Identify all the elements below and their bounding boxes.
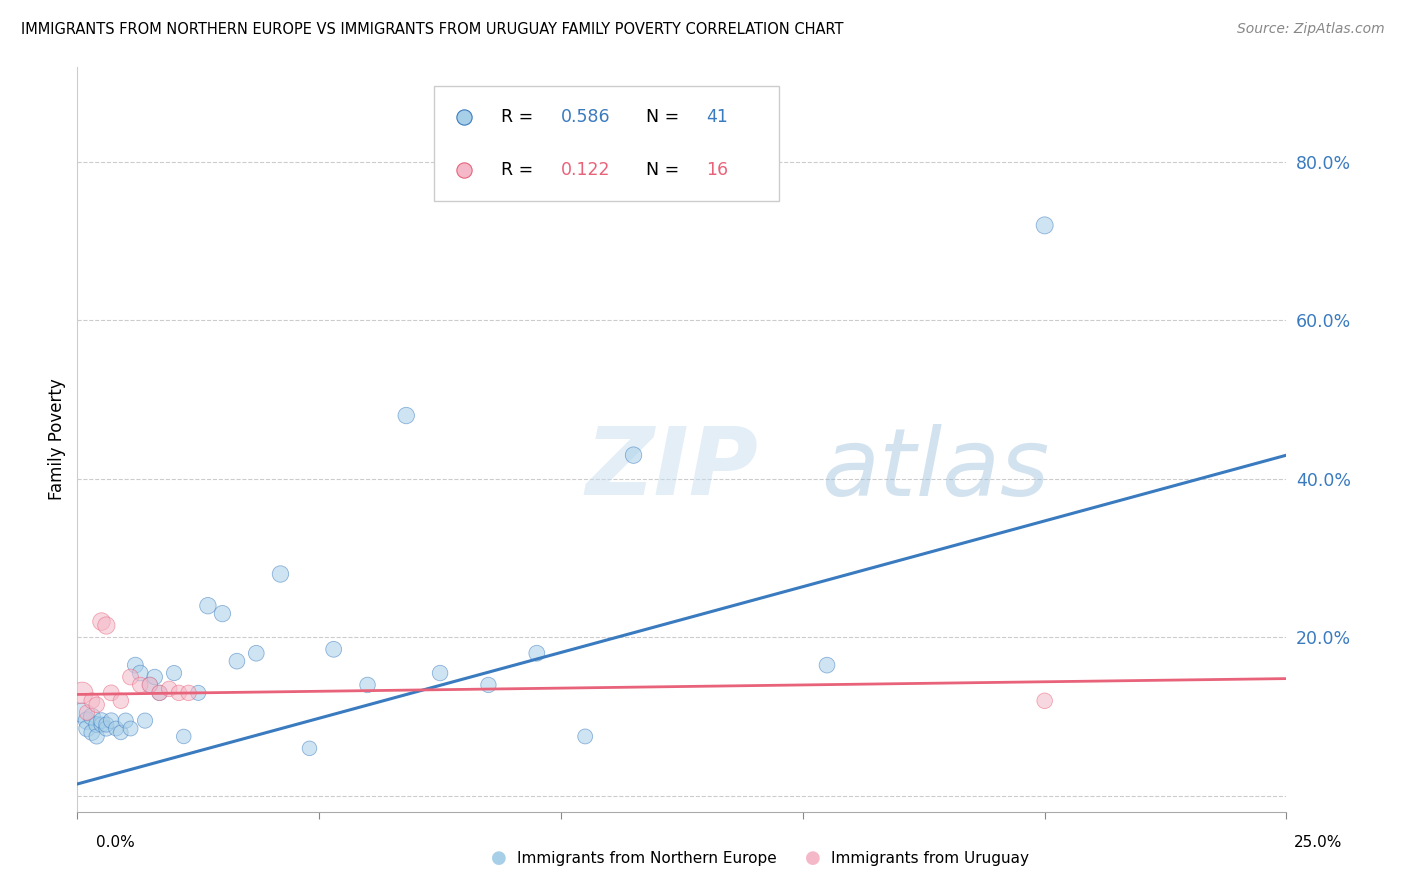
Point bbox=[80, 709, 103, 723]
Point bbox=[80, 694, 103, 708]
Point bbox=[76, 706, 98, 720]
Point bbox=[76, 722, 98, 736]
Point bbox=[96, 722, 118, 736]
FancyBboxPatch shape bbox=[434, 86, 779, 201]
Point bbox=[120, 670, 142, 684]
Point bbox=[187, 686, 209, 700]
Point bbox=[110, 694, 132, 708]
Point bbox=[269, 567, 291, 582]
Text: 41: 41 bbox=[706, 108, 728, 126]
Point bbox=[90, 615, 112, 629]
Point bbox=[80, 725, 103, 739]
Point bbox=[129, 666, 152, 681]
Point bbox=[395, 409, 418, 423]
Point bbox=[100, 686, 122, 700]
Point bbox=[105, 722, 128, 736]
Text: atlas: atlas bbox=[821, 424, 1049, 515]
Point bbox=[134, 714, 156, 728]
Text: N =: N = bbox=[645, 161, 679, 178]
Text: Immigrants from Uruguay: Immigrants from Uruguay bbox=[831, 851, 1029, 865]
Point bbox=[129, 678, 152, 692]
Point bbox=[322, 642, 344, 657]
Point bbox=[197, 599, 219, 613]
Text: 16: 16 bbox=[706, 161, 728, 178]
Point bbox=[96, 717, 118, 731]
Text: 0.122: 0.122 bbox=[561, 161, 610, 178]
Text: IMMIGRANTS FROM NORTHERN EUROPE VS IMMIGRANTS FROM URUGUAY FAMILY POVERTY CORREL: IMMIGRANTS FROM NORTHERN EUROPE VS IMMIG… bbox=[21, 22, 844, 37]
Point bbox=[177, 686, 200, 700]
Point bbox=[124, 658, 146, 673]
Point bbox=[86, 698, 108, 712]
Text: ●: ● bbox=[491, 849, 508, 867]
Point bbox=[139, 678, 162, 692]
Text: Immigrants from Northern Europe: Immigrants from Northern Europe bbox=[517, 851, 778, 865]
Point bbox=[114, 714, 136, 728]
Point bbox=[157, 681, 180, 696]
Text: R =: R = bbox=[501, 108, 533, 126]
Point bbox=[1033, 219, 1056, 233]
Text: ZIP: ZIP bbox=[585, 423, 758, 515]
Y-axis label: Family Poverty: Family Poverty bbox=[48, 378, 66, 500]
Point bbox=[143, 670, 166, 684]
Point bbox=[526, 646, 548, 660]
Point bbox=[148, 686, 170, 700]
Point bbox=[100, 714, 122, 728]
Point bbox=[120, 722, 142, 736]
Point bbox=[623, 448, 645, 462]
Point bbox=[211, 607, 233, 621]
Point bbox=[1033, 694, 1056, 708]
Point bbox=[96, 618, 118, 632]
Point bbox=[86, 730, 108, 744]
Text: 0.0%: 0.0% bbox=[96, 836, 135, 850]
Point bbox=[110, 725, 132, 739]
Text: 25.0%: 25.0% bbox=[1295, 836, 1343, 850]
Point bbox=[477, 678, 499, 692]
Point bbox=[148, 686, 170, 700]
Point bbox=[70, 706, 93, 720]
Point bbox=[815, 658, 838, 673]
Text: R =: R = bbox=[501, 161, 533, 178]
Point bbox=[226, 654, 249, 668]
Point bbox=[163, 666, 186, 681]
Point bbox=[70, 686, 93, 700]
Text: Source: ZipAtlas.com: Source: ZipAtlas.com bbox=[1237, 22, 1385, 37]
Point bbox=[76, 714, 98, 728]
Point bbox=[173, 730, 195, 744]
Text: 0.586: 0.586 bbox=[561, 108, 610, 126]
Point bbox=[574, 730, 596, 744]
Point bbox=[167, 686, 190, 700]
Point bbox=[298, 741, 321, 756]
Point bbox=[139, 678, 162, 692]
Point bbox=[356, 678, 378, 692]
Point bbox=[90, 717, 112, 731]
Point bbox=[90, 714, 112, 728]
Point bbox=[86, 717, 108, 731]
Text: N =: N = bbox=[645, 108, 679, 126]
Text: ●: ● bbox=[804, 849, 821, 867]
Point bbox=[245, 646, 267, 660]
Point bbox=[429, 666, 451, 681]
